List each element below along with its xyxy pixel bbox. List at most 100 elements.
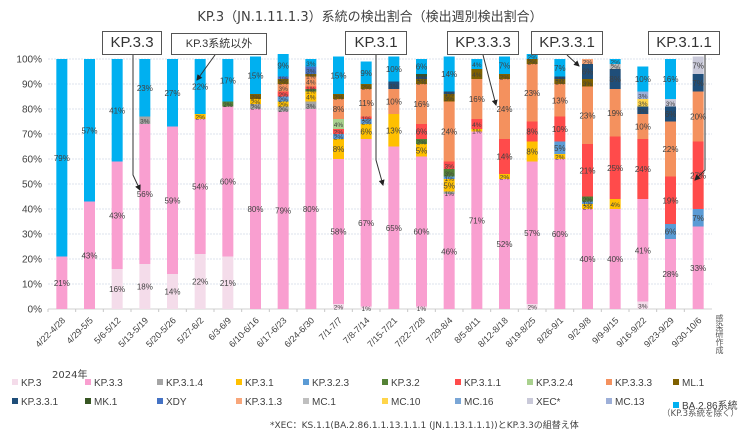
data-label: 33% (690, 264, 706, 273)
data-label: 21% (220, 279, 236, 288)
data-label: 79% (275, 206, 291, 215)
legend-item: KP.3.3.3 (606, 378, 652, 389)
bar-segment (277, 84, 289, 92)
bar-segment (360, 139, 372, 307)
data-label: 6% (360, 128, 372, 137)
bar-segment (416, 76, 427, 79)
bar-segment (360, 306, 372, 309)
bar-segment (250, 56, 261, 94)
annotation-kp333: KP.3.3.3 (447, 31, 519, 55)
bar-segment (167, 59, 178, 127)
bar-segment (609, 89, 621, 137)
bar-segment (526, 304, 538, 309)
data-label: 56% (137, 190, 153, 199)
bar-segment (360, 119, 372, 124)
data-label: 80% (303, 205, 319, 214)
legend-label: KP.3.1.3 (245, 397, 283, 408)
bar-segment (692, 56, 704, 74)
legend-swatch (673, 402, 679, 409)
data-label: 10% (635, 123, 651, 132)
legend-label: ML.1 (682, 378, 705, 389)
annotation-arrow (375, 55, 385, 186)
bar-segment (554, 79, 566, 84)
bar-segment (443, 179, 455, 192)
data-label: 24% (496, 105, 512, 114)
bar-segment (554, 76, 566, 79)
data-label: 5% (416, 146, 428, 155)
bar-segment (609, 136, 621, 199)
data-label: 1% (306, 86, 316, 93)
data-label: 13% (552, 96, 568, 105)
bar-segment (665, 224, 676, 239)
data-label: 3% (389, 83, 399, 90)
data-label: 28% (662, 270, 678, 279)
legend-item: KP.3.1.1 (455, 378, 501, 389)
data-label: 2% (555, 155, 565, 162)
annotation-kp311: KP.3.1.1 (648, 31, 720, 55)
x-tick-label: 8/26-9/1 (535, 315, 565, 345)
data-label: 2% (334, 95, 344, 102)
bar-segment (471, 59, 483, 69)
data-label: 40% (607, 255, 623, 264)
bar-segment (471, 131, 483, 309)
data-label: 57% (81, 126, 97, 135)
legend-swatch (236, 398, 242, 405)
data-label: 40% (579, 255, 595, 264)
bar-segment (582, 144, 593, 197)
bar-segment (609, 209, 621, 309)
bar-segment (471, 79, 483, 119)
x-tick-label: 7/1-7/7 (317, 315, 344, 342)
bar-segment (222, 101, 234, 107)
bar-segment (637, 139, 649, 199)
data-label: 14% (441, 70, 457, 79)
bar-segment (582, 59, 593, 64)
data-label: 4% (472, 72, 482, 79)
data-label: 1% (555, 76, 565, 83)
data-label: 2% (527, 60, 537, 67)
bar-segment (305, 76, 317, 87)
data-label: 7% (692, 61, 704, 70)
data-label: 1% (417, 73, 427, 80)
data-label: 1% (444, 91, 454, 98)
data-label: 9% (360, 69, 372, 78)
bar-segment (665, 176, 676, 224)
data-label: 4% (334, 122, 344, 129)
data-label: 11% (358, 99, 373, 108)
data-label: 2% (583, 60, 593, 67)
data-label: 20% (690, 113, 706, 122)
annotation-kp33: KP.3.3 (102, 31, 162, 55)
bar-segment (665, 99, 676, 107)
bar-segment (637, 99, 649, 107)
legend-swatch (673, 379, 679, 386)
data-label: 60% (220, 178, 236, 187)
data-label: 3% (444, 171, 454, 178)
bar-segment (609, 59, 621, 64)
data-label: 10% (386, 65, 402, 74)
data-label: 10% (386, 98, 402, 107)
data-label: 19% (607, 109, 623, 118)
data-label: 8% (526, 128, 538, 137)
bar-segment (637, 66, 649, 92)
bar-segment (305, 91, 317, 102)
bar-segment (333, 129, 344, 134)
bar-segment (139, 59, 151, 117)
legend-label: XDY (166, 397, 187, 408)
x-tick-label: 6/3-6/9 (206, 315, 233, 342)
bar-segment (333, 159, 344, 304)
bar-segment (443, 169, 455, 177)
data-label: 13% (386, 126, 402, 135)
data-label: 10% (552, 125, 568, 134)
y-tick-label: 80% (22, 105, 42, 116)
legend-label: KP.3.2.4 (536, 378, 574, 389)
data-label: 2% (417, 140, 427, 147)
data-label: 6% (416, 128, 428, 137)
legend-label: KP.3.1.4 (166, 378, 204, 389)
bar-segment (139, 116, 151, 124)
bar-segment (637, 199, 649, 302)
legend-swatch (606, 398, 612, 405)
y-tick-label: 50% (22, 180, 42, 191)
y-tick-label: 60% (22, 155, 42, 166)
bar-segment (582, 79, 593, 87)
data-label: 16% (413, 100, 429, 109)
data-label: 7% (692, 79, 704, 88)
